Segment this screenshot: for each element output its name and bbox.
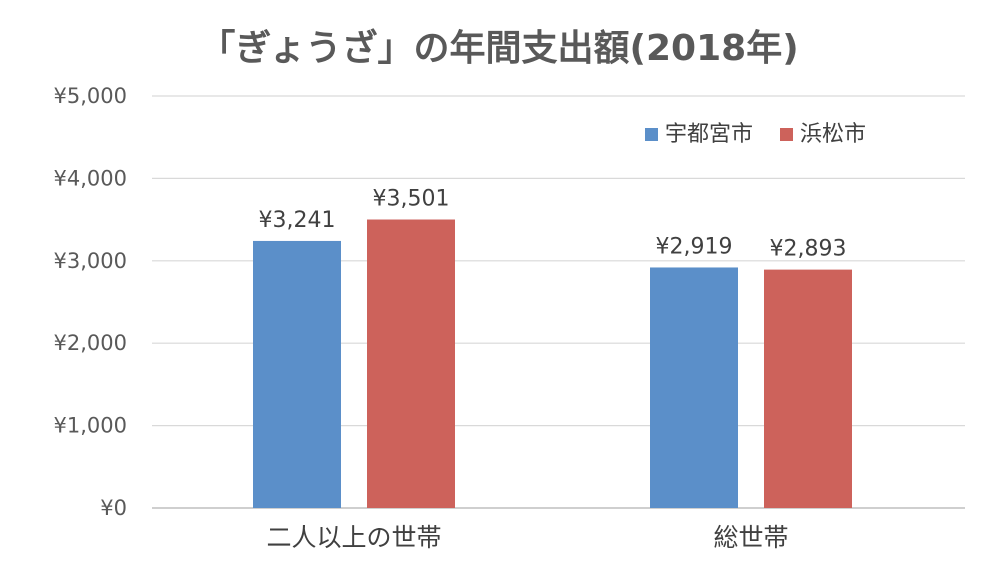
- bar: [764, 269, 852, 508]
- y-tick-label: ¥1,000: [54, 414, 127, 438]
- y-tick-label: ¥4,000: [54, 166, 127, 190]
- data-label: ¥3,501: [373, 187, 450, 212]
- y-tick-label: ¥0: [100, 496, 127, 520]
- x-axis-categories: 二人以上の世帯 総世帯: [266, 523, 788, 552]
- legend-label: 浜松市: [800, 122, 866, 147]
- bar: [253, 240, 341, 509]
- bar: [367, 219, 455, 509]
- legend-swatch: [645, 128, 658, 141]
- data-label: ¥2,893: [770, 237, 847, 262]
- chart-title: 「ぎょうざ」の年間支出額(2018年): [199, 27, 798, 69]
- data-labels: ¥3,241 ¥3,501 ¥2,919 ¥2,893: [259, 187, 847, 262]
- data-label: ¥2,919: [656, 234, 733, 259]
- y-axis-ticks: ¥0 ¥1,000 ¥2,000 ¥3,000 ¥4,000 ¥5,000: [54, 84, 127, 520]
- data-label: ¥3,241: [259, 208, 336, 233]
- y-tick-label: ¥3,000: [54, 249, 127, 273]
- legend-swatch: [780, 128, 793, 141]
- x-category-label: 二人以上の世帯: [266, 523, 441, 552]
- y-tick-label: ¥5,000: [54, 84, 127, 108]
- legend: 宇都宮市 浜松市: [645, 122, 866, 147]
- x-category-label: 総世帯: [713, 523, 788, 552]
- bars: [253, 219, 852, 509]
- legend-label: 宇都宮市: [665, 122, 753, 147]
- bar: [650, 267, 738, 508]
- y-tick-label: ¥2,000: [54, 331, 127, 355]
